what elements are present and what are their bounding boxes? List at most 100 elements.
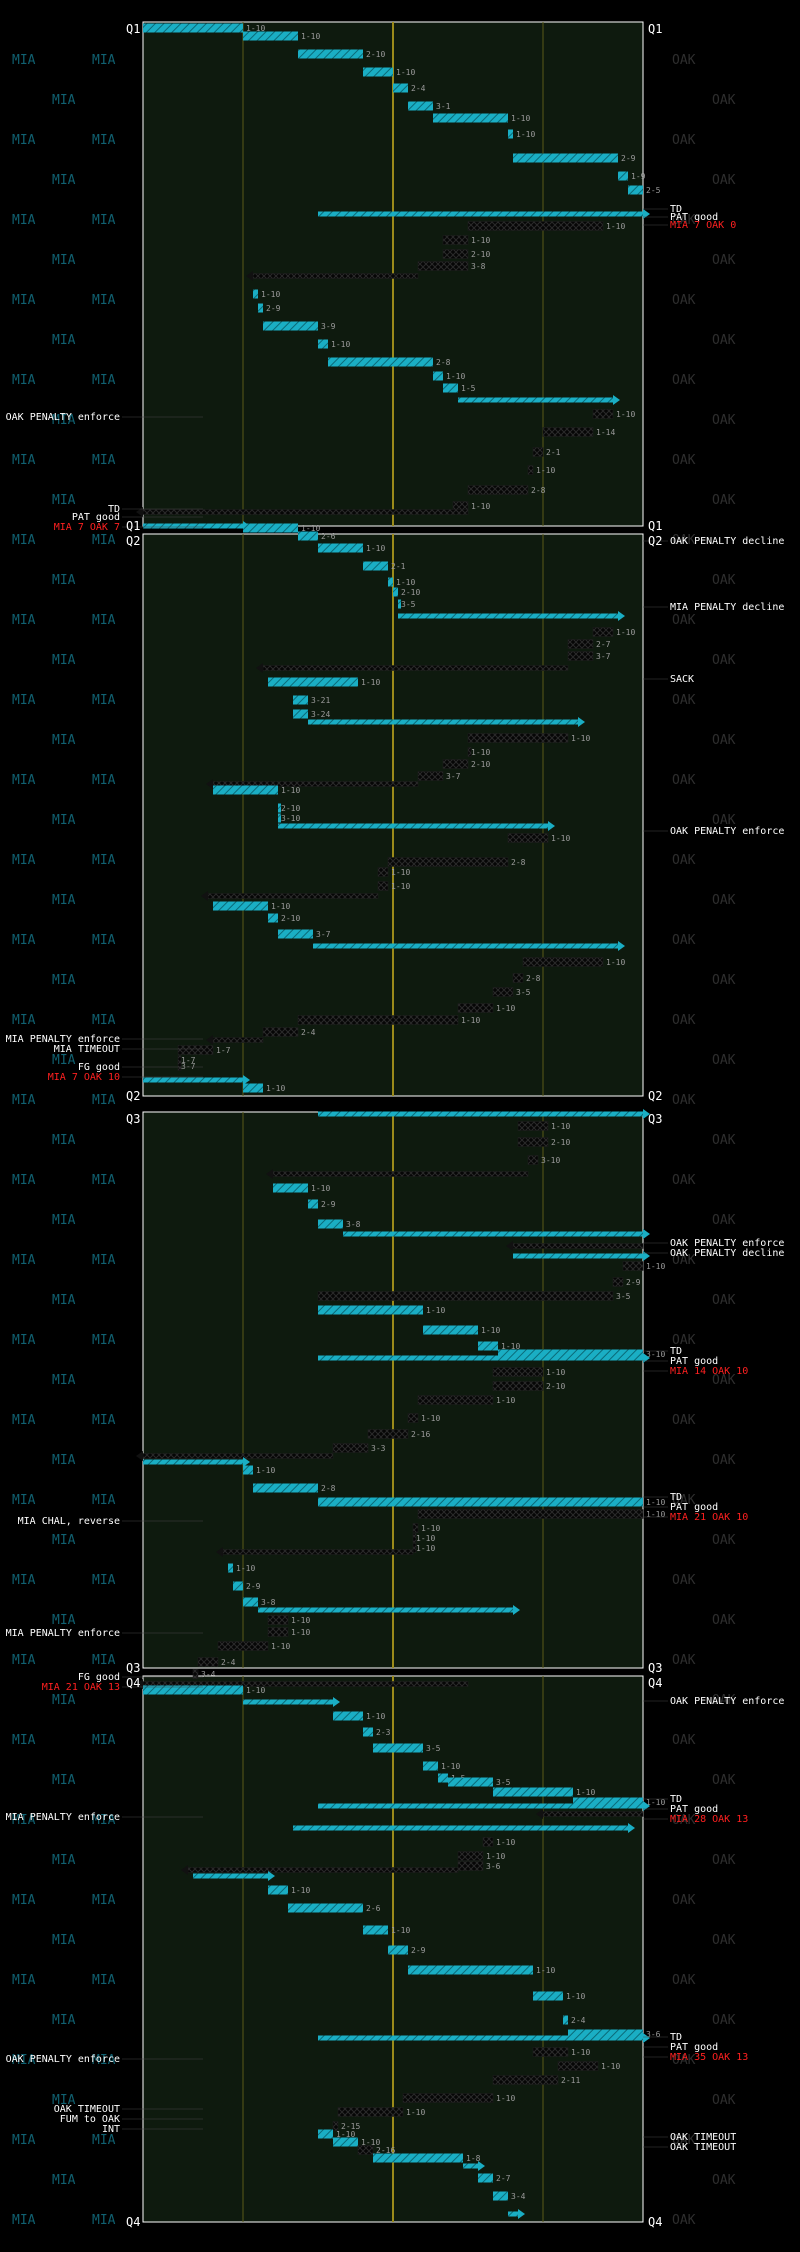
play-label: 2-9 (321, 1200, 336, 1209)
play-bar-oak (387, 857, 509, 867)
play-label: 1-10 (246, 1686, 265, 1695)
watermark-right: OAK (672, 1493, 696, 1508)
play-label: 2-9 (621, 154, 636, 163)
watermark-left: MIA (12, 1653, 36, 1668)
play-label: 1-10 (331, 340, 350, 349)
play-label: 1-10 (646, 1798, 665, 1807)
quarter-label-left: Q3 (126, 1112, 140, 1126)
play-bar-oak (612, 1277, 624, 1287)
play-bar-oak (592, 627, 614, 637)
play-bar-mia (268, 1885, 288, 1895)
play-label: 1-10 (426, 1306, 445, 1315)
event-label: PAT good (72, 512, 120, 523)
play-label: 2-15 (341, 2122, 360, 2131)
play-label: 1-10 (501, 1342, 520, 1351)
play-bar-mia (618, 171, 628, 181)
watermark-right: OAK (712, 893, 736, 908)
event-label: FUM to OAK (60, 2114, 120, 2125)
play-bar-oak (267, 1627, 289, 1637)
watermark-left: MIA (92, 1573, 116, 1588)
play-bar-mia (408, 101, 433, 111)
play-bar-oak (197, 1657, 219, 1667)
watermark-left: MIA (12, 373, 36, 388)
play-bar-mia (143, 23, 243, 33)
watermark-left: MIA (12, 1813, 36, 1828)
play-bar-mia (213, 785, 278, 795)
play-label: 1-10 (601, 2062, 620, 2071)
watermark-left: MIA (12, 1093, 36, 1108)
play-bar-oak (317, 1291, 614, 1301)
event-label: FG good (78, 1672, 120, 1683)
play-label: 1-10 (546, 1368, 565, 1377)
watermark-right: OAK (672, 1253, 696, 1268)
play-arrow-oak (136, 1679, 143, 1689)
play-label: 1-10 (301, 524, 320, 533)
play-bar-mia (318, 2129, 333, 2139)
event-label: MIA TIMEOUT (54, 1044, 120, 1055)
play-label: 1-10 (606, 222, 625, 231)
play-bar-mia (408, 1965, 533, 1975)
watermark-left: MIA (52, 1933, 76, 1948)
play-label: 1-10 (366, 1712, 385, 1721)
watermark-left: MIA (92, 1813, 116, 1828)
play-label: 3-10 (281, 814, 300, 823)
play-label: 1-10 (271, 1642, 290, 1651)
play-label: 2-8 (436, 358, 451, 367)
watermark-right: OAK (672, 1733, 696, 1748)
watermark-right: OAK (672, 1093, 696, 1108)
play-label: 1-10 (366, 544, 385, 553)
play-bar-oak (222, 1549, 414, 1555)
play-label: 1-10 (291, 1628, 310, 1637)
play-arrow-mia (643, 1251, 650, 1261)
play-bar-mia (313, 943, 618, 949)
play-arrow-mia (618, 941, 625, 951)
play-arrow-mia (643, 1109, 650, 1119)
play-bar-mia (398, 613, 618, 619)
watermark-left: MIA (12, 133, 36, 148)
play-arrow-mia (513, 1605, 520, 1615)
play-label: 2-8 (531, 486, 546, 495)
play-label: 1-10 (291, 1886, 310, 1895)
play-bar-mia (343, 1231, 643, 1237)
play-label: 1-10 (391, 882, 410, 891)
play-bar-mia (328, 357, 433, 367)
play-label: 2-6 (321, 532, 336, 541)
play-arrow-mia (333, 1697, 340, 1707)
watermark-right: OAK (672, 1173, 696, 1188)
watermark-right: OAK (712, 413, 736, 428)
watermark-right: OAK (672, 1333, 696, 1348)
play-label: 2-9 (246, 1582, 261, 1591)
watermark-left: MIA (92, 293, 116, 308)
watermark-right: OAK (712, 1053, 736, 1068)
play-label: 3-3 (371, 1444, 386, 1453)
play-bar-mia (243, 1699, 333, 1705)
play-bar-mia (563, 2015, 568, 2025)
play-bar-mia (318, 1355, 643, 1361)
watermark-right: OAK (712, 333, 736, 348)
play-label: 1-10 (261, 290, 280, 299)
play-bar-oak (542, 427, 594, 437)
play-bar-mia (373, 1743, 423, 1753)
play-label: 1-10 (291, 1616, 310, 1625)
watermark-left: MIA (52, 1213, 76, 1228)
watermark-right: OAK (672, 2133, 696, 2148)
event-label: TD (670, 1794, 682, 1805)
play-bar-oak (517, 1137, 549, 1147)
play-label: 1-10 (496, 1838, 515, 1847)
play-bar-mia (318, 2035, 643, 2041)
watermark-left: MIA (52, 2173, 76, 2188)
watermark-left: MIA (52, 493, 76, 508)
play-bar-mia (463, 2163, 478, 2169)
play-label: 1-10 (301, 32, 320, 41)
play-bar-oak (412, 1533, 417, 1543)
event-label: OAK PENALTY enforce (6, 412, 120, 423)
play-bar-oak (442, 249, 469, 259)
play-label: 1-10 (516, 130, 535, 139)
play-label: 1-10 (446, 372, 465, 381)
play-bar-mia (253, 289, 258, 299)
play-bar-oak (262, 1027, 299, 1037)
play-bar-mia (508, 129, 513, 139)
play-bar-mia (393, 587, 398, 597)
play-bar-mia (318, 1219, 343, 1229)
watermark-right: OAK (712, 1453, 736, 1468)
